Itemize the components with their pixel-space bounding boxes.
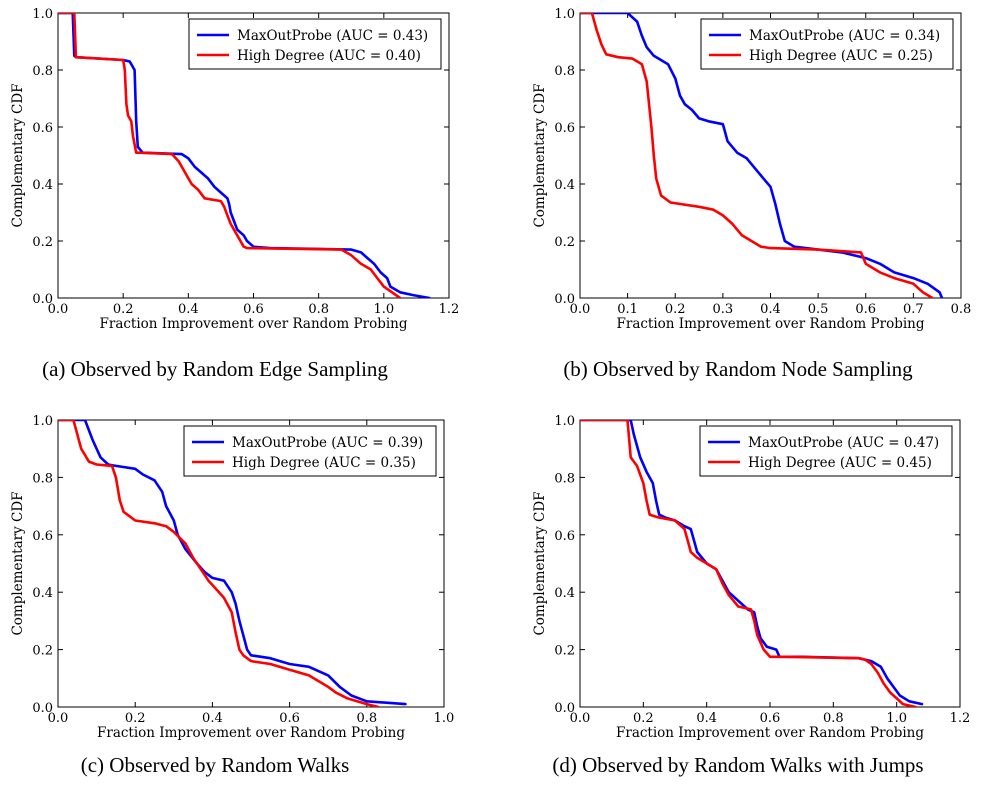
x-tick-label: 0.2	[665, 302, 686, 317]
legend-maxoutprobe-label: MaxOutProbe (AUC = 0.47)	[748, 435, 939, 451]
y-tick-label: 0.8	[32, 64, 53, 79]
y-tick-label: 0.6	[554, 529, 575, 544]
x-tick-label: 0.0	[570, 302, 591, 317]
chart-panel-0: 0.0 0.2 0.4 0.6 0.8 1.0 1.20.00.20.40.60.81.0F…	[10, 7, 459, 381]
x-tick-label: 0.2	[113, 302, 134, 317]
x-tick-label: 0.4	[696, 711, 717, 726]
x-axis-label: Fraction Improvement over Random Probing	[100, 316, 408, 332]
legend: MaxOutProbe (AUC = 0.43) High Degree (AUC…	[188, 18, 442, 70]
x-tick-label: 0.8	[823, 711, 844, 726]
panel-caption: (b) Observed by Random Node Sampling	[563, 357, 913, 381]
y-tick-label: 0.2	[554, 644, 575, 659]
y-tick-label: 0.6	[32, 529, 53, 544]
y-tick-label: 0.2	[32, 644, 53, 659]
series-maxoutprobe-line	[58, 420, 407, 706]
y-axis-label: Complementary CDF	[10, 83, 26, 227]
x-tick-label: 0.4	[202, 711, 223, 726]
x-tick-label: 0.0	[48, 302, 69, 317]
x-tick-label: 0.2	[633, 711, 654, 726]
x-tick-label: 1.2	[950, 711, 971, 726]
series-high-degree-line	[58, 420, 380, 707]
panel-caption: (a) Observed by Random Edge Sampling	[42, 357, 388, 381]
x-tick-label: 0.4	[178, 302, 199, 317]
series-group	[580, 13, 944, 298]
series-maxoutprobe-line	[580, 13, 944, 298]
x-tick-label: 1.0	[373, 302, 394, 317]
chart-panel-2: 0.0 0.2 0.4 0.6 0.8 1.0 0.0 0.2 0.4 0.6 0.8 1.0 Frac…	[10, 414, 454, 777]
x-tick-label: 0.6	[760, 711, 781, 726]
legend-high-degree-label: High Degree (AUC = 0.25)	[749, 48, 933, 64]
panel-caption: (c) Observed by Random Walks	[81, 753, 350, 777]
legend: MaxOutProbe (AUC = 0.47) High Degree (AUC…	[699, 425, 953, 477]
legend-box	[699, 425, 953, 477]
x-tick-label: 0.5	[808, 302, 829, 317]
legend-maxoutprobe-label: MaxOutProbe (AUC = 0.39)	[232, 435, 423, 451]
legend-maxoutprobe-label: MaxOutProbe (AUC = 0.43)	[237, 28, 428, 44]
y-tick-label: 0.8	[554, 471, 575, 486]
legend: MaxOutProbe (AUC = 0.34) High Degree (AUC…	[700, 18, 954, 70]
y-axis-label: Complementary CDF	[532, 83, 548, 227]
y-tick-label: 1.0	[32, 7, 53, 22]
legend-maxoutprobe-label: MaxOutProbe (AUC = 0.34)	[749, 28, 940, 44]
x-tick-label: 0.0	[570, 711, 591, 726]
y-tick-label: 0.8	[554, 64, 575, 79]
legend-box	[183, 425, 437, 477]
chart-panel-1: 0.0 0.1 0.2 0.3 0.4 0.5 0.6 0.7 0.8 0.0 0.2 0.4 0.6 0…	[532, 7, 971, 381]
legend-box	[700, 18, 954, 70]
y-tick-label: 1.0	[554, 7, 575, 22]
series-group	[58, 13, 431, 298]
y-tick-label: 0.0	[554, 701, 575, 716]
y-tick-label: 1.0	[32, 414, 53, 429]
y-tick-label: 0.6	[32, 121, 53, 136]
x-tick-label: 1.0	[434, 711, 455, 726]
x-tick-label: 0.1	[617, 302, 638, 317]
series-high-degree-line	[58, 13, 402, 298]
y-tick-label: 0.2	[554, 235, 575, 250]
y-tick-label: 0.4	[32, 586, 53, 601]
y-tick-label: 0.6	[554, 121, 575, 136]
x-tick-label: 0.0	[48, 711, 69, 726]
y-axis-label: Complementary CDF	[532, 491, 548, 635]
x-axis-label: Fraction Improvement over Random Probing	[616, 725, 924, 741]
series-group	[58, 420, 407, 707]
x-tick-label: 0.6	[243, 302, 264, 317]
legend-high-degree-label: High Degree (AUC = 0.35)	[232, 455, 416, 471]
y-tick-label: 0.4	[554, 178, 575, 193]
x-tick-label: 0.6	[855, 302, 876, 317]
x-axis-label: Fraction Improvement over Random Probing	[617, 316, 925, 332]
x-tick-label: 0.3	[713, 302, 734, 317]
y-tick-label: 0.8	[32, 471, 53, 486]
panel-caption: (d) Observed by Random Walks with Jumps	[552, 753, 923, 777]
y-tick-label: 0.0	[554, 292, 575, 307]
y-tick-label: 0.4	[32, 178, 53, 193]
x-axis-label: Fraction Improvement over Random Probing	[97, 725, 405, 741]
legend-high-degree-label: High Degree (AUC = 0.45)	[748, 455, 932, 471]
x-tick-label: 0.2	[125, 711, 146, 726]
chart-panel-3: 0.0 0.2 0.4 0.6 0.8 1.0 1.20.00.20.40.60.81.0F…	[532, 414, 970, 777]
x-tick-label: 1.2	[439, 302, 460, 317]
series-high-degree-line	[580, 420, 918, 707]
x-tick-label: 0.4	[760, 302, 781, 317]
x-tick-label: 0.8	[356, 711, 377, 726]
x-tick-label: 0.6	[279, 711, 300, 726]
series-group	[580, 420, 924, 707]
series-maxoutprobe-line	[580, 420, 924, 706]
series-maxoutprobe-line	[58, 13, 431, 298]
legend-high-degree-label: High Degree (AUC = 0.40)	[237, 48, 421, 64]
x-tick-label: 1.0	[886, 711, 907, 726]
y-tick-label: 0.4	[554, 586, 575, 601]
y-axis-label: Complementary CDF	[10, 491, 26, 635]
series-high-degree-line	[580, 13, 934, 298]
x-tick-label: 0.8	[308, 302, 329, 317]
legend: MaxOutProbe (AUC = 0.39) High Degree (AUC…	[183, 425, 437, 477]
x-tick-label: 0.7	[903, 302, 924, 317]
y-tick-label: 0.0	[32, 701, 53, 716]
legend-box	[188, 18, 442, 70]
y-tick-label: 1.0	[554, 414, 575, 429]
y-tick-label: 0.2	[32, 235, 53, 250]
x-tick-label: 0.8	[951, 302, 972, 317]
y-tick-label: 0.0	[32, 292, 53, 307]
